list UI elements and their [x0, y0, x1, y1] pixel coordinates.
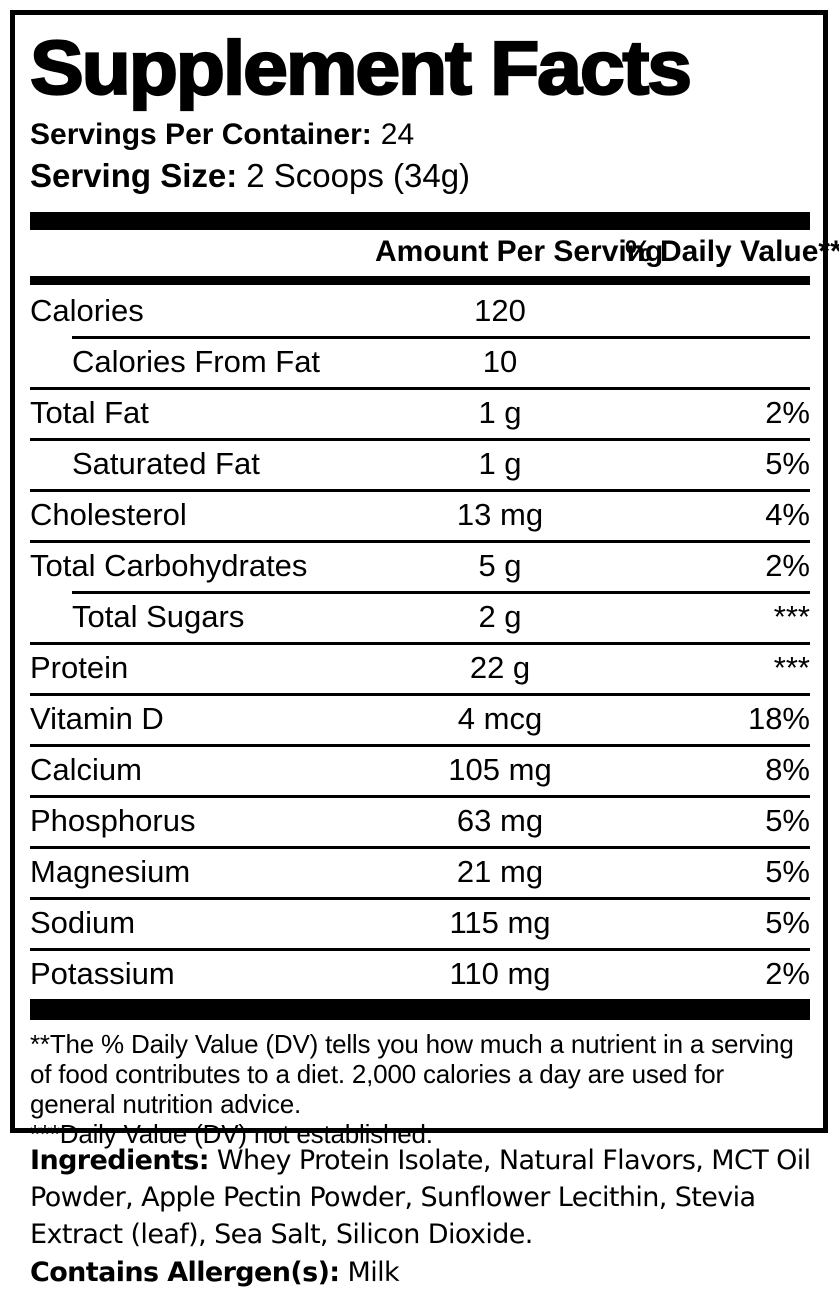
- row-amount: 1 g: [478, 394, 522, 430]
- row-dv: ***: [773, 598, 810, 634]
- table-row-calories-from-fat: Calories From Fat 10: [30, 336, 810, 387]
- table-row-cholesterol: Cholesterol 13 mg 4%: [30, 489, 810, 540]
- row-name: Calcium: [30, 751, 142, 787]
- table-row-calcium: Calcium 105 mg 8%: [30, 744, 810, 795]
- row-dv: ***: [773, 649, 810, 685]
- row-name: Vitamin D: [30, 700, 164, 736]
- row-name: Total Sugars: [72, 598, 245, 634]
- allergen-label: Contains Allergen(s):: [30, 1257, 340, 1288]
- row-amount: 21 mg: [456, 853, 544, 889]
- table-row-phosphorus: Phosphorus 63 mg 5%: [30, 795, 810, 846]
- ingredients-label: Ingredients:: [30, 1145, 210, 1176]
- table-row-sodium: Sodium 115 mg 5%: [30, 897, 810, 948]
- row-dv: 5%: [765, 445, 810, 481]
- table-row-total-sugars: Total Sugars 2 g ***: [30, 591, 810, 642]
- row-amount: 5 g: [478, 547, 522, 583]
- row-amount: 115 mg: [449, 904, 551, 940]
- row-amount: 105 mg: [448, 751, 552, 787]
- row-dv: 4%: [765, 496, 810, 532]
- header-amount-per-serving: Amount Per Serving: [375, 235, 664, 268]
- header-daily-value: % Daily Value**: [625, 235, 839, 268]
- row-amount: 4 mcg: [457, 700, 543, 736]
- row-dv: 8%: [765, 751, 810, 787]
- row-amount: 110 mg: [449, 955, 551, 991]
- table-row-potassium: Potassium 110 mg 2%: [30, 948, 810, 999]
- row-name: Potassium: [30, 955, 175, 991]
- table-row-magnesium: Magnesium 21 mg 5%: [30, 846, 810, 897]
- separator-bar-bottom: [30, 999, 810, 1020]
- table-row-calories: Calories 120: [30, 285, 810, 336]
- servings-per-container: Servings Per Container: 24: [30, 115, 810, 155]
- row-name: Sodium: [30, 904, 136, 940]
- table-row-protein: Protein 22 g ***: [30, 642, 810, 693]
- supplement-facts-panel: Supplement Facts Servings Per Container:…: [10, 10, 839, 1149]
- panel-title: Supplement Facts: [29, 25, 693, 112]
- row-dv: 2%: [765, 955, 810, 991]
- row-dv: 5%: [765, 904, 810, 940]
- row-amount: 2 g: [478, 598, 522, 634]
- allergen-text: Milk: [347, 1257, 400, 1288]
- servings-per-container-label: Servings Per Container:: [30, 118, 372, 151]
- row-dv: 2%: [765, 394, 810, 430]
- allergen-line: Contains Allergen(s): Milk: [30, 1254, 822, 1291]
- row-name: Calories From Fat: [72, 343, 321, 379]
- ingredients-line: Ingredients: Whey Protein Isolate, Natur…: [30, 1145, 811, 1250]
- row-name: Calories: [30, 292, 144, 328]
- row-amount: 63 mg: [456, 802, 544, 838]
- row-amount: 13 mg: [456, 496, 544, 532]
- separator-bar-top: [30, 212, 810, 230]
- row-dv: 5%: [765, 802, 810, 838]
- row-name: Protein: [30, 649, 129, 685]
- table-row-total-carbohydrates: Total Carbohydrates 5 g 2%: [30, 540, 810, 591]
- ingredients-text: Whey Protein Isolate, Natural Flavors, M…: [30, 1145, 811, 1250]
- row-name: Phosphorus: [30, 802, 196, 838]
- row-name: Total Fat: [30, 394, 149, 430]
- row-amount: 1 g: [478, 445, 522, 481]
- servings-per-container-value: 24: [380, 118, 415, 151]
- row-dv: 2%: [765, 547, 810, 583]
- separator-bar-header: [30, 276, 810, 285]
- table-row-total-fat: Total Fat 1 g 2%: [30, 387, 810, 438]
- serving-size-value: 2 Scoops (34g): [246, 157, 471, 194]
- row-dv: 5%: [765, 853, 810, 889]
- table-header-row: Amount Per Serving % Daily Value**: [30, 230, 839, 276]
- table-row-vitamin-d: Vitamin D 4 mcg 18%: [30, 693, 810, 744]
- table-row-saturated-fat: Saturated Fat 1 g 5%: [30, 438, 810, 489]
- footnotes: **The % Daily Value (DV) tells you how m…: [30, 1020, 810, 1149]
- row-amount: 10: [482, 343, 518, 379]
- row-name: Cholesterol: [30, 496, 187, 532]
- row-dv: 18%: [747, 700, 810, 736]
- daily-value-footnote: **The % Daily Value (DV) tells you how m…: [30, 1029, 794, 1119]
- row-amount: 22 g: [469, 649, 531, 685]
- row-name: Total Carbohydrates: [30, 547, 308, 583]
- not-established-footnote: ***Daily Value (DV) not established.: [30, 1119, 433, 1149]
- serving-size-label: Serving Size:: [30, 157, 238, 194]
- row-name: Saturated Fat: [72, 445, 260, 481]
- serving-size: Serving Size: 2 Scoops (34g): [30, 155, 810, 197]
- row-name: Magnesium: [30, 853, 191, 889]
- row-amount: 120: [474, 292, 526, 328]
